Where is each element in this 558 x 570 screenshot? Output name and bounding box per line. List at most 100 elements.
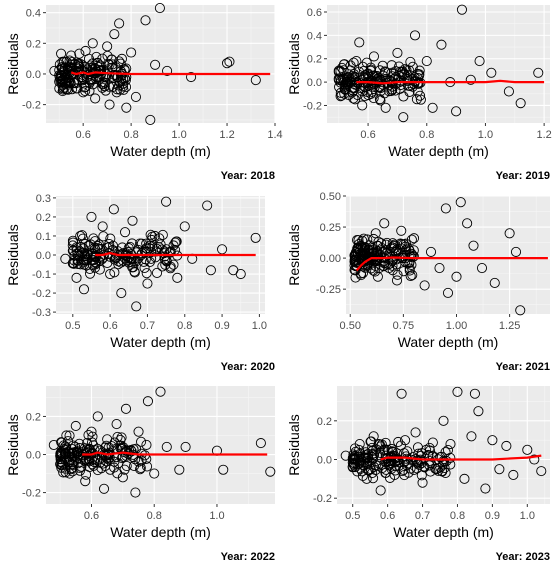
scatter-point [162,65,173,76]
scatter-point [353,451,364,463]
scatter-point [121,102,132,113]
scatter-point [151,267,163,278]
scatter-point [504,228,515,239]
scatter-point [141,461,153,472]
scatter-point [462,218,473,229]
scatter-point [141,246,152,257]
scatter-point [168,240,179,251]
scatter-point [456,4,468,15]
scatter-point [386,67,397,78]
scatter-point [92,240,103,252]
scatter-point [348,93,359,104]
x-tick-label: 0.5 [345,510,360,522]
y-tick-label: 0.0 [307,77,322,89]
scatter-point [70,78,82,89]
scatter-point [372,271,383,282]
scatter-point [146,247,157,258]
x-tick-label: 1.4 [267,129,282,141]
scatter-point [140,15,151,26]
scatter-point [82,438,93,449]
scatter-point [149,230,160,242]
scatter-point [64,430,75,441]
x-tick-label: 1.0 [252,320,267,332]
data-points [49,3,261,125]
scatter-point [102,242,113,253]
scatter-point [142,396,154,407]
scatter-point [401,451,412,462]
scatter-point [380,437,391,448]
x-tick-label: 0.7 [415,510,430,522]
scatter-point [515,98,526,109]
scatter-point [80,45,91,57]
panel-6: 0.5 0.6 0.7 0.8 0.9 1.0 -0.2 0.0 0.2 Water depth … [286,386,550,563]
y-tick-label: 0.2 [317,416,332,428]
scatter-point [382,444,393,455]
scatter-point [161,196,172,207]
scatter-point [380,102,391,113]
y-tick-label: 0.1 [36,231,51,243]
scatter-point [85,268,96,279]
scatter-point [392,455,403,466]
scatter-point [427,451,438,462]
x-tick-label: 0.9 [485,510,500,522]
scatter-point [355,240,366,251]
scatter-point [79,455,90,467]
scatter-point [87,38,98,49]
scatter-point [172,272,183,283]
scatter-point [357,242,368,253]
scatter-point [372,240,383,252]
scatter-point [77,75,88,86]
scatter-point [145,114,156,125]
scatter-point [414,69,425,80]
x-tick-label: 0.6 [76,129,91,141]
scatter-point [89,457,100,468]
scatter-point [375,85,386,96]
scatter-point [180,441,191,452]
panel-caption: Year: 2022 [221,551,275,563]
scatter-point [379,66,390,77]
scatter-point [533,67,544,78]
panel-3: 0.5 0.6 0.7 0.8 0.9 1.0 -0.3 -0.2 -0.1 0.0 0.1 0.2 0… [5,193,275,373]
scatter-point [425,246,437,257]
scatter-point [54,76,65,87]
scatter-point [404,265,415,276]
scatter-point [361,57,372,68]
x-tick-label: 0.6 [360,129,375,141]
scatter-point [113,458,124,469]
scatter-point [97,221,108,232]
scatter-point [367,446,378,457]
scatter-point [81,469,92,480]
scatter-point [102,41,113,52]
y-tick-label: 0.6 [307,7,322,19]
scatter-point [414,90,426,101]
y-tick-label: 0.2 [26,411,41,423]
y-tick-label: 0.00 [320,253,341,265]
y-tick-label: 0.2 [26,38,41,50]
scatter-point [138,256,149,267]
scatter-point [78,255,90,266]
scatter-point [347,457,358,468]
scatter-point [217,244,228,255]
y-tick-label: 0.4 [26,8,41,20]
scatter-point [90,93,101,104]
panel-caption: Year: 2019 [496,170,550,182]
y-axis-title: Residuals [5,414,21,475]
y-tick-label: 0.0 [26,450,41,462]
scatter-point [415,450,427,461]
x-tick-label: 1.0 [209,510,224,522]
scatter-point [97,82,108,93]
scatter-point [170,237,181,248]
scatter-point [377,79,388,90]
scatter-point [67,447,78,459]
scatter-point [68,237,79,248]
scatter-point [77,233,89,244]
scatter-point [265,466,276,477]
scatter-point [74,48,85,59]
x-tick-label: 1.0 [171,129,186,141]
scatter-point [362,234,373,245]
scatter-point [56,437,67,448]
scatter-point [145,229,156,240]
scatter-point [154,3,165,14]
scatter-point [357,100,368,111]
